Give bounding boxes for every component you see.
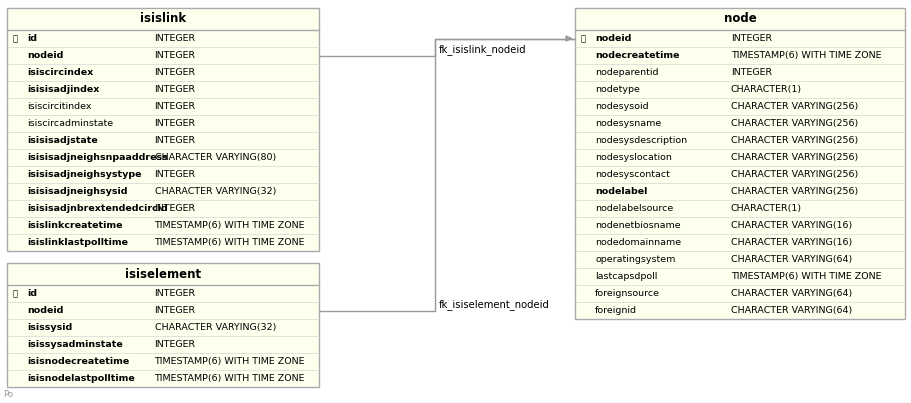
Text: isisisadjneighsystype: isisisadjneighsystype	[27, 170, 141, 179]
Text: INTEGER: INTEGER	[154, 136, 196, 145]
Text: nodeid: nodeid	[594, 34, 630, 43]
Text: nodelabelsource: nodelabelsource	[594, 204, 672, 213]
Text: isiscircindex: isiscircindex	[27, 68, 93, 77]
Text: CHARACTER VARYING(256): CHARACTER VARYING(256)	[730, 170, 857, 179]
Text: TIMESTAMP(6) WITH TIME ZONE: TIMESTAMP(6) WITH TIME ZONE	[730, 272, 880, 281]
Text: CHARACTER VARYING(256): CHARACTER VARYING(256)	[730, 136, 857, 145]
Text: foreignsource: foreignsource	[594, 289, 660, 298]
Text: isisisadjnbrextendedcircid: isisisadjnbrextendedcircid	[27, 204, 168, 213]
Text: INTEGER: INTEGER	[154, 34, 196, 43]
Text: INTEGER: INTEGER	[730, 68, 771, 77]
Bar	[7, 263, 319, 387]
Text: isisisadjindex: isisisadjindex	[27, 85, 99, 94]
Text: nodetype: nodetype	[594, 85, 640, 94]
Text: nodenetbiosname: nodenetbiosname	[594, 221, 680, 230]
Text: CHARACTER VARYING(256): CHARACTER VARYING(256)	[730, 102, 857, 111]
Text: INTEGER: INTEGER	[154, 68, 196, 77]
Text: INTEGER: INTEGER	[154, 51, 196, 60]
Text: CHARACTER VARYING(256): CHARACTER VARYING(256)	[730, 153, 857, 162]
Text: CHARACTER VARYING(256): CHARACTER VARYING(256)	[730, 187, 857, 196]
Text: 🔑: 🔑	[580, 34, 586, 43]
Text: isiselement: isiselement	[125, 268, 200, 280]
Text: INTEGER: INTEGER	[154, 340, 196, 349]
Text: CHARACTER VARYING(32): CHARACTER VARYING(32)	[154, 187, 276, 196]
Text: node: node	[722, 12, 755, 25]
Text: nodesysname: nodesysname	[594, 119, 660, 128]
Text: CHARACTER VARYING(64): CHARACTER VARYING(64)	[730, 306, 851, 315]
Text: isisisadjneighsysid: isisisadjneighsysid	[27, 187, 128, 196]
Text: isissysadminstate: isissysadminstate	[27, 340, 123, 349]
Text: TIMESTAMP(6) WITH TIME ZONE: TIMESTAMP(6) WITH TIME ZONE	[154, 221, 304, 230]
Text: INTEGER: INTEGER	[154, 170, 196, 179]
Text: isisisadjneighsnpaaddress: isisisadjneighsnpaaddress	[27, 153, 168, 162]
Text: INTEGER: INTEGER	[154, 306, 196, 315]
Text: TIMESTAMP(6) WITH TIME ZONE: TIMESTAMP(6) WITH TIME ZONE	[154, 357, 304, 366]
Text: nodecreatetime: nodecreatetime	[594, 51, 679, 60]
Text: TIMESTAMP(6) WITH TIME ZONE: TIMESTAMP(6) WITH TIME ZONE	[730, 51, 880, 60]
Text: nodesysdescription: nodesysdescription	[594, 136, 686, 145]
Text: Po: Po	[3, 390, 13, 399]
Text: isisisadjstate: isisisadjstate	[27, 136, 97, 145]
Text: isislinkcreatetime: isislinkcreatetime	[27, 221, 122, 230]
Bar	[574, 8, 904, 319]
Text: CHARACTER VARYING(16): CHARACTER VARYING(16)	[730, 221, 851, 230]
Text: nodesyscontact: nodesyscontact	[594, 170, 670, 179]
Text: CHARACTER(1): CHARACTER(1)	[730, 85, 801, 94]
Text: CHARACTER VARYING(80): CHARACTER VARYING(80)	[154, 153, 275, 162]
Text: fk_isislink_nodeid: fk_isislink_nodeid	[438, 44, 526, 55]
Text: isissysid: isissysid	[27, 323, 72, 332]
Text: nodedomainname: nodedomainname	[594, 238, 681, 247]
Text: isislink: isislink	[139, 12, 186, 25]
Text: fk_isiselement_nodeid: fk_isiselement_nodeid	[438, 299, 549, 310]
Text: CHARACTER(1): CHARACTER(1)	[730, 204, 801, 213]
Text: INTEGER: INTEGER	[154, 102, 196, 111]
Text: nodesyslocation: nodesyslocation	[594, 153, 671, 162]
Text: nodesysoid: nodesysoid	[594, 102, 648, 111]
Text: INTEGER: INTEGER	[154, 85, 196, 94]
Text: INTEGER: INTEGER	[154, 204, 196, 213]
Text: isislinklastpolltime: isislinklastpolltime	[27, 238, 128, 247]
Text: INTEGER: INTEGER	[154, 119, 196, 128]
Text: CHARACTER VARYING(16): CHARACTER VARYING(16)	[730, 238, 851, 247]
Text: INTEGER: INTEGER	[154, 289, 196, 298]
Text: isiscircadminstate: isiscircadminstate	[27, 119, 113, 128]
Text: lastcapsdpoll: lastcapsdpoll	[594, 272, 657, 281]
Text: 🔑: 🔑	[13, 34, 18, 43]
Text: nodeparentid: nodeparentid	[594, 68, 658, 77]
Text: nodeid: nodeid	[27, 51, 63, 60]
Text: id: id	[27, 34, 37, 43]
Text: CHARACTER VARYING(32): CHARACTER VARYING(32)	[154, 323, 276, 332]
Text: isisnodelastpolltime: isisnodelastpolltime	[27, 374, 135, 383]
Text: nodelabel: nodelabel	[594, 187, 647, 196]
Bar	[7, 8, 319, 251]
Text: TIMESTAMP(6) WITH TIME ZONE: TIMESTAMP(6) WITH TIME ZONE	[154, 374, 304, 383]
Text: 🔑: 🔑	[13, 289, 18, 298]
Text: CHARACTER VARYING(64): CHARACTER VARYING(64)	[730, 255, 851, 264]
Text: isisnodecreatetime: isisnodecreatetime	[27, 357, 129, 366]
Text: foreignid: foreignid	[594, 306, 636, 315]
Text: CHARACTER VARYING(64): CHARACTER VARYING(64)	[730, 289, 851, 298]
Text: isiscircitindex: isiscircitindex	[27, 102, 91, 111]
Text: nodeid: nodeid	[27, 306, 63, 315]
Text: TIMESTAMP(6) WITH TIME ZONE: TIMESTAMP(6) WITH TIME ZONE	[154, 238, 304, 247]
Text: id: id	[27, 289, 37, 298]
Text: INTEGER: INTEGER	[730, 34, 771, 43]
Text: CHARACTER VARYING(256): CHARACTER VARYING(256)	[730, 119, 857, 128]
Text: operatingsystem: operatingsystem	[594, 255, 675, 264]
